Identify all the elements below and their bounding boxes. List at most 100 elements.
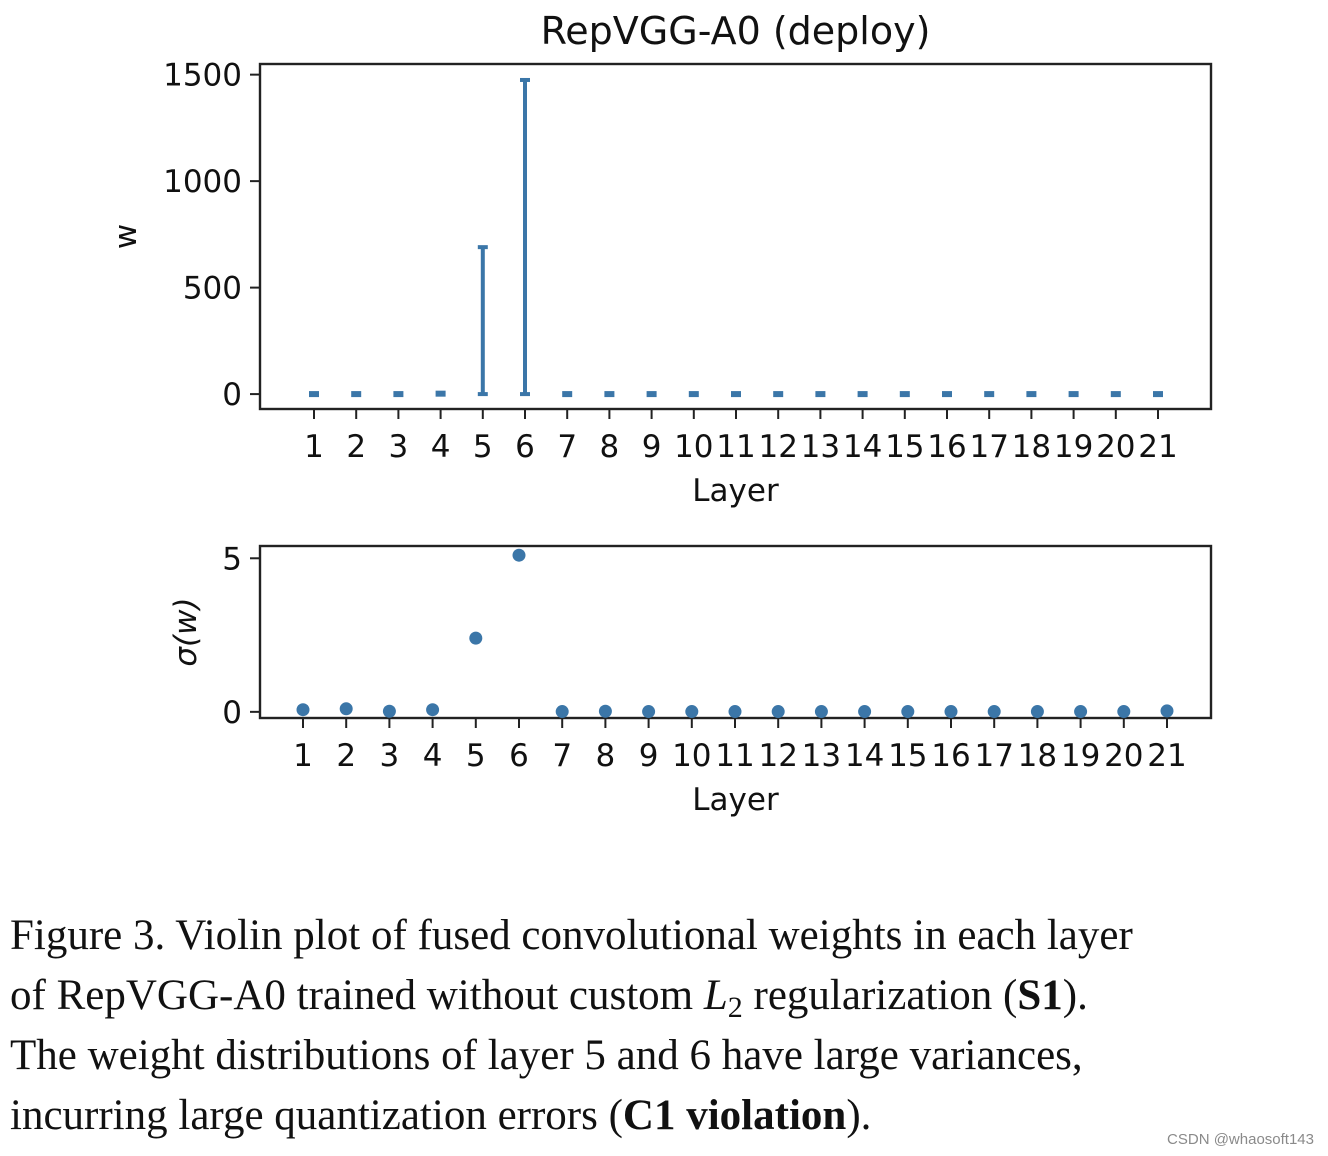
caption-math-sub: 2 [727,991,743,1024]
violin-mark [1026,391,1037,398]
violin-mark [604,391,615,398]
caption-bold-s1: S1 [1017,972,1063,1019]
sigma-x-tick-label: 8 [596,738,616,774]
violin-x-tick-label: 3 [389,429,409,465]
violin-mark [942,391,952,398]
violin-plot-frame [258,62,1213,411]
violin-mark [393,391,404,398]
sigma-x-tick-label: 9 [639,738,659,774]
violin-mark [857,391,868,398]
violin-x-tick-label: 11 [716,429,755,465]
sigma-point [426,703,440,717]
violin-y-tick-label: 1000 [163,164,242,200]
sigma-point [814,705,828,719]
sigma-x-tick-label: 20 [1104,738,1143,774]
sigma-x-tick-label: 11 [715,738,754,774]
violin-mark [562,391,573,398]
sigma-point [598,704,612,718]
violin-x-tick-label: 10 [674,429,713,465]
violin-y-axis-label: w [108,224,144,249]
sigma-point [1030,705,1044,719]
sigma-point [1074,705,1088,719]
violin-x-tick-label: 21 [1138,429,1177,465]
violin-mark [731,391,741,398]
sigma-plot-frame [258,544,1213,720]
sigma-x-tick-label: 15 [888,738,927,774]
sigma-x-axis-label: Layer [692,782,779,818]
violin-x-tick-label: 17 [969,429,1008,465]
sigma-x-tick-label: 12 [758,738,797,774]
violin-mark [351,391,362,398]
sigma-point [382,704,396,718]
violin-mark [1068,391,1079,398]
sigma-point [728,705,742,719]
sigma-x-tick-label: 6 [509,738,529,774]
sigma-point [512,548,526,562]
violin-mark [899,391,910,398]
violin-x-tick-label: 7 [557,429,577,465]
violin-mark [1110,391,1121,398]
sigma-x-tick-label: 14 [845,738,884,774]
sigma-x-tick-label: 5 [466,738,486,774]
figure-caption: Figure 3. Violin plot of fused convoluti… [10,906,1312,1146]
violin-x-tick-label: 16 [927,429,966,465]
sigma-point [642,705,656,719]
violin-x-tick-label: 12 [758,429,797,465]
violin-mark [646,391,657,398]
sigma-x-tick-label: 7 [552,738,572,774]
violin-x-tick-label: 1 [304,429,324,465]
caption-line-3: The weight distributions of layer 5 and … [10,1032,1083,1079]
violin-x-tick-label: 2 [346,429,366,465]
sigma-x-tick-label: 13 [802,738,841,774]
violin-x-tick-label: 19 [1054,429,1093,465]
caption-line-4a: incurring large quantization errors ( [10,1092,623,1139]
sigma-x-tick-label: 19 [1061,738,1100,774]
chart-title: RepVGG-A0 (deploy) [541,9,931,53]
sigma-y-tick-label: 5 [222,541,242,577]
violin-x-tick-label: 5 [473,429,493,465]
violin-x-tick-label: 8 [600,429,620,465]
sigma-x-tick-label: 18 [1018,738,1057,774]
violin-x-tick-label: 4 [431,429,451,465]
caption-math-L: L [703,972,728,1019]
violin-mark [815,391,826,398]
sigma-point [555,705,569,719]
sigma-point [944,705,958,719]
violin-x-axis-label: Layer [692,473,779,509]
violin-x-tick-label: 9 [642,429,662,465]
caption-line-4c: ). [846,1092,872,1139]
sigma-x-tick-label: 3 [380,738,400,774]
sigma-x-tick-label: 17 [974,738,1013,774]
caption-bold-c1: C1 violation [622,1092,847,1139]
sigma-x-tick-label: 4 [423,738,443,774]
violin-x-tick-label: 18 [1012,429,1051,465]
violin-x-tick-label: 13 [801,429,840,465]
sigma-point [339,702,353,716]
sigma-scatter-chart: 1 2 3 4 5 6 7 8 9 10 11 12 13 14 15 16 17 18 19 20 2105Layer… [168,541,1213,818]
sigma-point [771,705,785,719]
violin-mark [984,391,995,398]
caption-line-2a: of RepVGG-A0 trained without custom [10,972,704,1019]
violin-x-tick-label: 15 [885,429,924,465]
violin-mark [309,391,319,398]
sigma-point [469,631,483,645]
caption-line-2c: ). [1062,972,1088,1019]
sigma-x-tick-label: 2 [336,738,356,774]
sigma-y-tick-label: 0 [222,695,242,731]
sigma-x-tick-label: 10 [672,738,711,774]
violin-mark [688,391,699,398]
sigma-point [901,705,915,719]
sigma-point [296,703,310,717]
violin-mark [435,390,446,397]
sigma-x-tick-label: 21 [1147,738,1186,774]
sigma-point [987,705,1001,719]
sigma-point [1117,705,1131,719]
violin-x-tick-label: 20 [1096,429,1135,465]
caption-line-2b: regularization ( [742,972,1018,1019]
sigma-x-tick-label: 16 [931,738,970,774]
sigma-point [1160,704,1174,718]
violin-mark [1153,391,1163,398]
violin-mark [773,391,784,398]
violin-x-tick-label: 14 [843,429,882,465]
violin-chart: 1 2 3 4 5 6 7 8 9 10 11 12 13 14 15 16 17 18 19 20 210500100… [108,9,1213,509]
